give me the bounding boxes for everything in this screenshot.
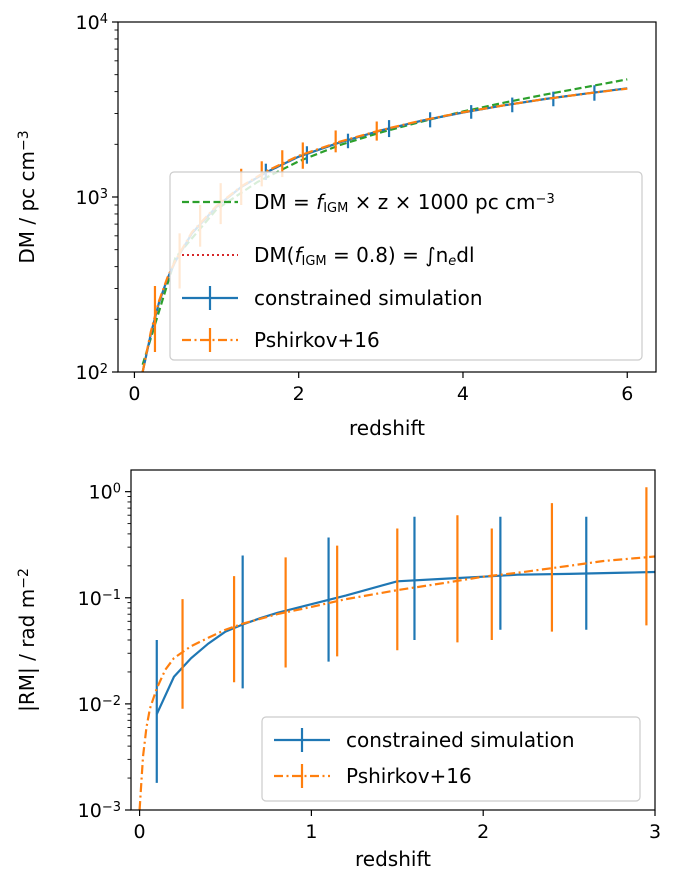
leg-part: DM = xyxy=(254,190,316,214)
legend-label-0: DM = fIGM × z × 1000 pc cm−3 xyxy=(254,190,555,216)
tick-exponent: −2 xyxy=(102,694,121,709)
tick-exponent: 3 xyxy=(100,187,108,202)
tick-exponent: 2 xyxy=(100,362,108,377)
y-axis-label: DM / pc cm−3 xyxy=(15,130,39,263)
series-0 xyxy=(141,78,628,366)
tick-base: 10 xyxy=(89,482,113,504)
series-line-0 xyxy=(155,570,655,715)
ylabel-text: |RM| / rad m xyxy=(15,589,39,712)
y-tick-label: 100 xyxy=(89,482,121,504)
x-tick-label: 2 xyxy=(477,821,489,843)
legend-label-1: Pshirkov+16 xyxy=(346,764,472,788)
plot-area xyxy=(138,487,655,810)
series-line-1 xyxy=(138,555,655,810)
y-tick-label: 10−2 xyxy=(78,694,121,716)
leg-part: × z × 1000 pc cm xyxy=(348,190,535,214)
y-tick-label: 10−1 xyxy=(78,588,121,610)
tick-exponent: −1 xyxy=(102,588,121,603)
leg-part: DM( xyxy=(254,243,294,267)
legend: constrained simulation Pshirkov+16 xyxy=(261,716,641,802)
x-tick-label: 3 xyxy=(649,821,661,843)
legend-label-0: constrained simulation xyxy=(346,728,575,752)
legend: DM = fIGM × z × 1000 pc cm−3DM(fIGM = 0.… xyxy=(169,171,643,361)
ylabel-exponent: −3 xyxy=(16,130,32,151)
x-tick-label: 6 xyxy=(621,383,633,405)
tick-exponent: −3 xyxy=(102,800,121,815)
legend-box xyxy=(169,171,643,361)
leg-italic: f xyxy=(316,190,326,214)
x-axis-label: redshift xyxy=(355,847,431,871)
y-tick-label: 104 xyxy=(76,12,108,34)
legend-label-3: Pshirkov+16 xyxy=(254,328,380,352)
tick-base: 10 xyxy=(76,12,100,34)
leg-sub: IGM xyxy=(323,201,348,216)
tick-base: 10 xyxy=(76,187,100,209)
leg-part: dl xyxy=(456,243,474,267)
leg-part: = 0.8) = ∫n xyxy=(327,243,449,267)
series-line-3 xyxy=(141,87,628,372)
series-1 xyxy=(138,487,655,810)
series-0 xyxy=(155,516,655,783)
legend-label-1: DM(fIGM = 0.8) = ∫nedl xyxy=(254,243,475,269)
series-line-0 xyxy=(141,78,628,366)
y-tick-label: 103 xyxy=(76,187,108,209)
leg-sub: IGM xyxy=(302,254,327,269)
tick-base: 10 xyxy=(78,800,102,822)
tick-exponent: 4 xyxy=(100,12,108,27)
ylabel-exponent: −2 xyxy=(16,568,32,589)
tick-base: 10 xyxy=(78,588,102,610)
x-tick-label: 0 xyxy=(128,383,140,405)
leg-sub: e xyxy=(448,254,456,269)
leg-sup: −3 xyxy=(536,192,555,207)
x-tick-label: 1 xyxy=(305,821,317,843)
x-axis-label: redshift xyxy=(349,416,425,440)
tick-exponent: 0 xyxy=(113,482,121,497)
legend-box xyxy=(261,716,641,802)
y-tick-label: 102 xyxy=(76,362,108,384)
y-axis-label: |RM| / rad m−2 xyxy=(15,568,39,712)
x-tick-label: 4 xyxy=(457,383,469,405)
ylabel-text: DM / pc cm xyxy=(15,151,39,264)
leg-italic: f xyxy=(294,243,304,267)
tick-base: 10 xyxy=(78,694,102,716)
tick-base: 10 xyxy=(76,362,100,384)
legend-label-2: constrained simulation xyxy=(254,286,483,310)
x-tick-label: 2 xyxy=(293,383,305,405)
x-tick-label: 0 xyxy=(134,821,146,843)
y-tick-label: 10−3 xyxy=(78,800,121,822)
